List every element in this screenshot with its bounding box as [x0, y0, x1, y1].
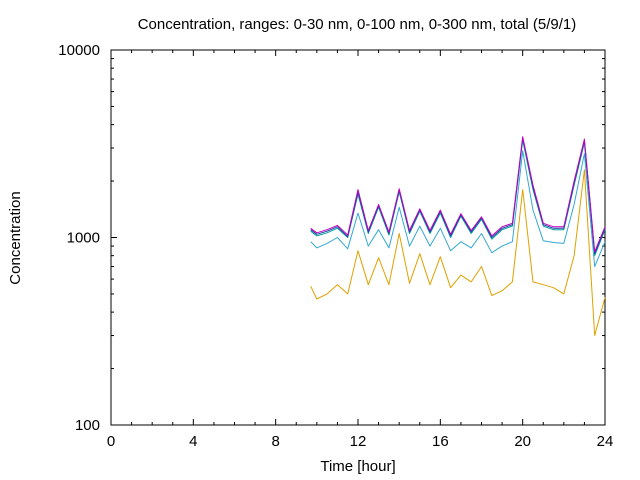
y-tick-label: 10000	[58, 42, 100, 59]
y-tick-labels: 100 1000 10000	[58, 42, 100, 434]
x-tick-label: 20	[514, 433, 531, 450]
series-line-4	[310, 137, 606, 255]
y-tick-label: 1000	[67, 230, 100, 247]
series-line-3	[310, 139, 606, 257]
x-tick-label: 4	[189, 433, 197, 450]
series-line-1	[310, 169, 606, 336]
axis-ticks	[110, 49, 606, 426]
y-tick-label: 100	[75, 417, 100, 434]
x-axis-label: Time [hour]	[320, 458, 395, 475]
chart-title: Concentration, ranges: 0-30 nm, 0-100 nm…	[138, 16, 577, 33]
series-line-2	[310, 150, 606, 267]
x-tick-label: 16	[432, 433, 449, 450]
x-tick-label: 0	[107, 433, 115, 450]
y-axis-label: Concentration	[7, 191, 24, 284]
x-tick-label: 8	[271, 433, 279, 450]
plot-frame	[110, 49, 606, 426]
series-lines	[310, 136, 606, 336]
x-tick-label: 12	[350, 433, 367, 450]
series-line-5	[310, 136, 606, 253]
x-tick-label: 24	[597, 433, 614, 450]
x-tick-labels: 0 4 8 12 16 20 24	[107, 433, 614, 450]
